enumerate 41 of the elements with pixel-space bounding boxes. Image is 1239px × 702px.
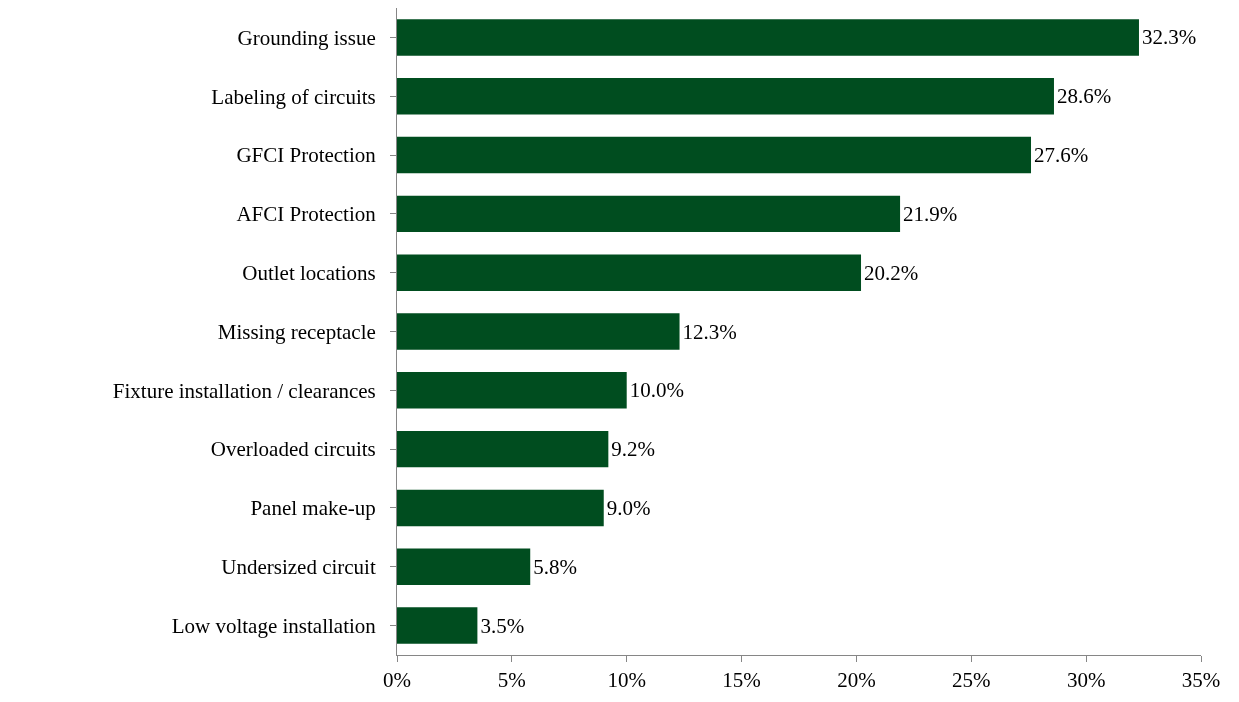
y-tick-label: AFCI Protection [236,202,377,227]
y-tick-label: Outlet locations [242,261,376,286]
bar [397,254,862,291]
data-label: 27.6% [1034,143,1089,168]
bar [397,548,531,586]
bar [397,136,1032,174]
bar [397,430,609,468]
x-tick-label: 20% [837,668,876,693]
bar [397,489,604,527]
y-tick-label: Panel make-up [250,496,376,521]
x-tick-label: 15% [722,668,761,693]
data-label: 21.9% [903,201,958,226]
x-tick-label: 10% [607,668,646,693]
data-label: 12.3% [682,319,737,344]
bar [397,77,1054,115]
y-tick-label: Labeling of circuits [211,84,376,109]
y-tick-label: Overloaded circuits [210,437,376,462]
data-label: 9.2% [611,437,656,462]
data-label: 10.0% [629,378,684,403]
bar [397,195,901,233]
bar [397,313,680,350]
data-label: 3.5% [480,613,525,638]
x-tick-label: 0% [383,668,411,693]
x-tick-label: 25% [952,668,991,693]
x-tick-label: 5% [497,668,526,693]
y-tick-label: Fixture installation / clearances [112,378,376,403]
data-label: 5.8% [533,554,577,579]
y-tick-label: Missing receptacle [217,319,376,344]
data-label: 32.3% [1141,25,1197,50]
x-tick-label: 30% [1066,668,1106,693]
data-label: 20.2% [864,260,919,285]
bar [397,607,478,644]
y-tick-label: GFCI Protection [236,143,377,168]
y-tick-label: Undersized circuit [221,555,376,580]
y-tick-label: Low voltage installation [171,613,377,638]
data-label: 28.6% [1056,84,1112,109]
data-label: 9.0% [606,495,651,520]
bar [397,372,627,409]
bar [397,19,1139,56]
x-tick-label: 35% [1181,668,1221,693]
y-tick-label: Grounding issue [237,25,376,50]
